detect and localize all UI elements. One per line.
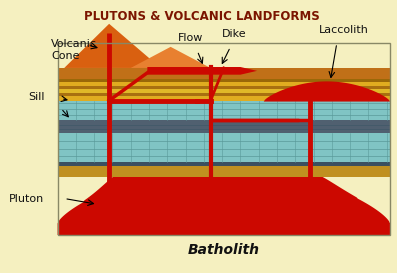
Polygon shape — [58, 224, 390, 235]
Polygon shape — [58, 133, 390, 162]
Polygon shape — [64, 24, 161, 68]
Polygon shape — [58, 68, 390, 79]
Text: Dike: Dike — [222, 29, 246, 39]
Polygon shape — [58, 100, 390, 120]
Text: Flow: Flow — [178, 33, 203, 43]
Text: PLUTONS & VOLCANIC LANDFORMS: PLUTONS & VOLCANIC LANDFORMS — [84, 10, 319, 23]
Polygon shape — [58, 166, 390, 235]
Text: Volcanic
Cone: Volcanic Cone — [51, 39, 97, 61]
Text: Batholith: Batholith — [188, 243, 260, 257]
Bar — [58, 43, 390, 235]
Polygon shape — [131, 47, 210, 68]
Polygon shape — [58, 166, 390, 177]
Polygon shape — [58, 162, 390, 166]
Polygon shape — [147, 67, 257, 75]
Polygon shape — [58, 82, 390, 86]
Polygon shape — [58, 86, 390, 89]
Polygon shape — [58, 96, 390, 100]
Polygon shape — [58, 79, 390, 82]
Polygon shape — [58, 93, 390, 96]
Polygon shape — [58, 89, 390, 93]
Text: Pluton: Pluton — [9, 194, 44, 203]
Polygon shape — [58, 120, 390, 133]
Text: Laccolith: Laccolith — [318, 25, 368, 35]
Text: Sill: Sill — [28, 92, 44, 102]
Polygon shape — [264, 81, 390, 102]
